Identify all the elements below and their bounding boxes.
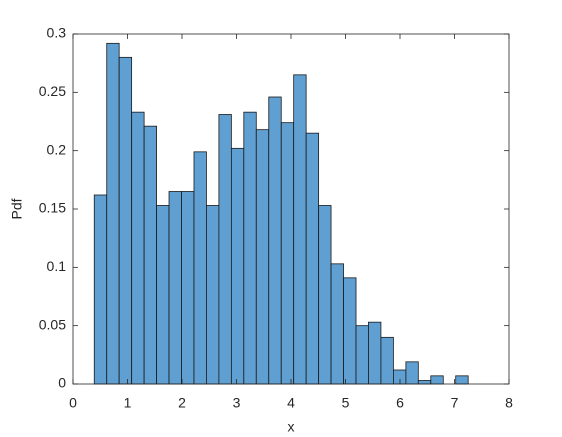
bar (168, 191, 182, 385)
x-tick-label: 6 (396, 395, 404, 411)
bar (343, 277, 357, 385)
y-tick-label: 0.25 (39, 83, 66, 99)
bar (430, 375, 444, 385)
bar (193, 151, 207, 385)
bar (318, 205, 332, 385)
bar (368, 321, 382, 385)
x-tick-label: 1 (124, 395, 132, 411)
bar (143, 125, 158, 385)
bar (218, 114, 232, 385)
x-tick-label: 8 (505, 395, 513, 411)
y-tick-label: 0 (58, 375, 66, 391)
y-tick-label: 0.3 (47, 25, 67, 41)
y-axis-label: Pdf (9, 198, 25, 219)
x-tick-label: 5 (342, 395, 350, 411)
x-tick-label: 4 (287, 395, 295, 411)
bar (93, 194, 108, 385)
y-tick-label: 0.15 (39, 200, 66, 216)
bar (156, 205, 170, 385)
bar (206, 205, 220, 385)
x-tick-label: 0 (69, 395, 77, 411)
bar (305, 132, 320, 385)
bar (230, 147, 245, 385)
bar (405, 361, 419, 385)
y-tick-label: 0.1 (47, 258, 67, 274)
bar (455, 375, 469, 385)
bar (293, 74, 307, 385)
bar (380, 336, 394, 385)
x-tick-label: 7 (451, 395, 459, 411)
x-axis-label: x (288, 419, 295, 435)
y-tick-label: 0.2 (47, 141, 67, 157)
bar (118, 56, 133, 385)
x-tick-label: 3 (233, 395, 241, 411)
bar (131, 111, 145, 385)
y-tick-label: 0.05 (39, 316, 66, 332)
bar (106, 42, 120, 385)
bar (355, 325, 369, 385)
bar (181, 191, 195, 385)
x-tick-label: 2 (178, 395, 186, 411)
bar (417, 380, 432, 385)
bar (255, 129, 270, 385)
bar (243, 111, 257, 385)
bar (330, 263, 344, 385)
bar (268, 96, 282, 385)
bar (280, 122, 295, 385)
